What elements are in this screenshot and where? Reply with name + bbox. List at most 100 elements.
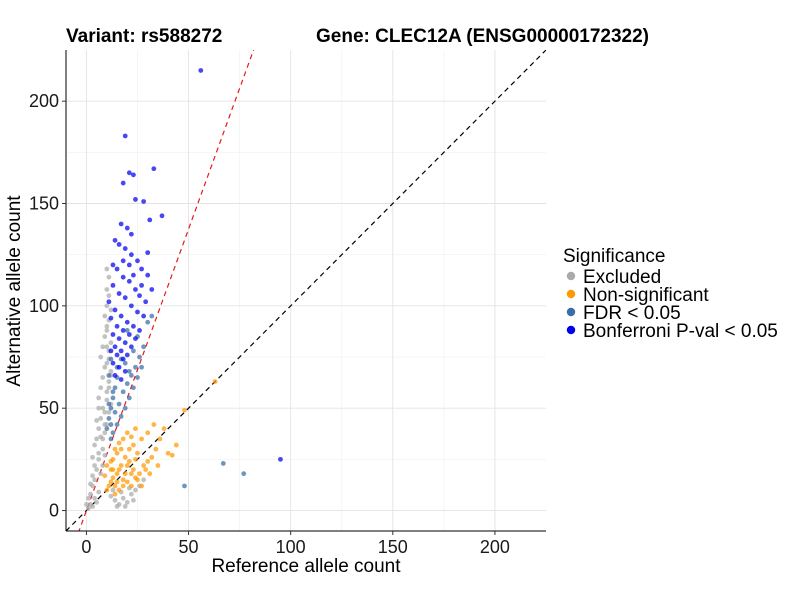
point-non-significant [104, 463, 110, 468]
point-fdr-0-05 [114, 422, 120, 427]
point-non-significant [124, 479, 130, 485]
point-bonferroni-p-val-0-05 [128, 252, 134, 258]
point-non-significant [124, 463, 130, 468]
legend-label-4: Bonferroni P-val < 0.05 [583, 321, 778, 342]
point-non-significant [145, 430, 151, 436]
point-fdr-0-05 [104, 426, 110, 432]
point-non-significant [112, 446, 118, 452]
data-points [84, 68, 283, 511]
point-non-significant [155, 463, 161, 468]
point-non-significant [122, 454, 128, 460]
point-fdr-0-05 [108, 356, 114, 362]
point-fdr-0-05 [126, 395, 132, 401]
point-excluded [84, 501, 89, 507]
point-excluded [96, 426, 102, 432]
point-bonferroni-p-val-0-05 [139, 282, 144, 288]
point-bonferroni-p-val-0-05 [118, 377, 124, 382]
point-non-significant [112, 491, 118, 497]
point-fdr-0-05 [110, 389, 116, 395]
point-non-significant [128, 471, 134, 477]
point-bonferroni-p-val-0-05 [131, 172, 136, 178]
point-non-significant [131, 442, 136, 448]
point-fdr-0-05 [145, 319, 151, 325]
point-excluded [100, 405, 106, 411]
point-excluded [92, 463, 97, 468]
point-bonferroni-p-val-0-05 [116, 336, 122, 341]
point-excluded [114, 504, 120, 509]
point-excluded [94, 499, 100, 505]
point-excluded [120, 495, 126, 501]
point-fdr-0-05 [110, 395, 116, 401]
point-excluded [98, 471, 104, 477]
point-bonferroni-p-val-0-05 [145, 250, 151, 256]
point-bonferroni-p-val-0-05 [108, 348, 114, 354]
point-fdr-0-05 [126, 368, 132, 374]
point-non-significant [110, 475, 116, 481]
point-fdr-0-05 [108, 405, 114, 411]
point-excluded [94, 418, 100, 423]
legend-title: Significance [563, 246, 665, 267]
point-non-significant [135, 450, 140, 456]
point-fdr-0-05 [110, 430, 116, 436]
point-bonferroni-p-val-0-05 [143, 299, 149, 305]
point-non-significant [112, 483, 118, 489]
y-axis-label: Alternative allele count [4, 195, 25, 387]
point-excluded [96, 450, 102, 456]
point-non-significant [173, 442, 179, 448]
point-bonferroni-p-val-0-05 [135, 309, 140, 315]
point-excluded [104, 287, 110, 292]
legend-label-2: Non-significant [583, 285, 709, 306]
x-tick-label: 200 [480, 537, 510, 557]
point-non-significant [118, 446, 124, 452]
chart-title-variant: Variant: rs588272 [66, 26, 222, 47]
point-non-significant [102, 473, 108, 479]
point-bonferroni-p-val-0-05 [108, 315, 114, 321]
point-non-significant [143, 467, 149, 472]
point-non-significant [147, 471, 153, 477]
x-axis-label: Reference allele count [211, 556, 401, 577]
point-bonferroni-p-val-0-05 [128, 344, 134, 350]
point-excluded [100, 344, 106, 350]
point-non-significant [118, 463, 124, 468]
point-non-significant [137, 471, 142, 477]
point-excluded [102, 452, 108, 458]
point-non-significant [139, 436, 144, 442]
point-fdr-0-05 [137, 354, 142, 360]
point-bonferroni-p-val-0-05 [116, 364, 122, 370]
point-bonferroni-p-val-0-05 [159, 213, 165, 219]
point-bonferroni-p-val-0-05 [131, 323, 136, 329]
x-tick-label: 150 [378, 537, 408, 557]
point-excluded [100, 446, 106, 452]
point-excluded [96, 456, 102, 462]
point-excluded [141, 477, 147, 483]
point-fdr-0-05 [106, 416, 112, 421]
point-bonferroni-p-val-0-05 [133, 287, 138, 292]
point-bonferroni-p-val-0-05 [128, 231, 134, 237]
point-bonferroni-p-val-0-05 [135, 258, 140, 264]
point-bonferroni-p-val-0-05 [122, 368, 128, 374]
point-excluded [102, 313, 108, 319]
point-excluded [128, 491, 134, 497]
point-non-significant [131, 467, 136, 472]
point-fdr-0-05 [108, 422, 114, 427]
point-bonferroni-p-val-0-05 [122, 295, 128, 301]
point-non-significant [135, 477, 140, 483]
point-bonferroni-p-val-0-05 [126, 278, 132, 284]
point-non-significant [141, 463, 147, 468]
x-axis-ticks: 0 50 100 150 200 [81, 531, 510, 557]
point-bonferroni-p-val-0-05 [120, 258, 126, 264]
chart-title-gene: Gene: CLEC12A (ENSG00000172322) [316, 26, 649, 47]
point-bonferroni-p-val-0-05 [133, 197, 138, 202]
point-excluded [92, 495, 97, 501]
point-non-significant [128, 434, 134, 440]
point-non-significant [116, 487, 122, 493]
y-axis-ticks: 0 50 100 150 200 [29, 91, 66, 521]
x-tick-label: 0 [81, 537, 91, 557]
point-fdr-0-05 [135, 375, 140, 380]
point-non-significant [110, 467, 116, 472]
point-excluded [104, 397, 110, 403]
point-excluded [133, 487, 138, 493]
point-excluded [104, 266, 110, 272]
point-fdr-0-05 [220, 461, 226, 466]
point-bonferroni-p-val-0-05 [147, 217, 153, 223]
